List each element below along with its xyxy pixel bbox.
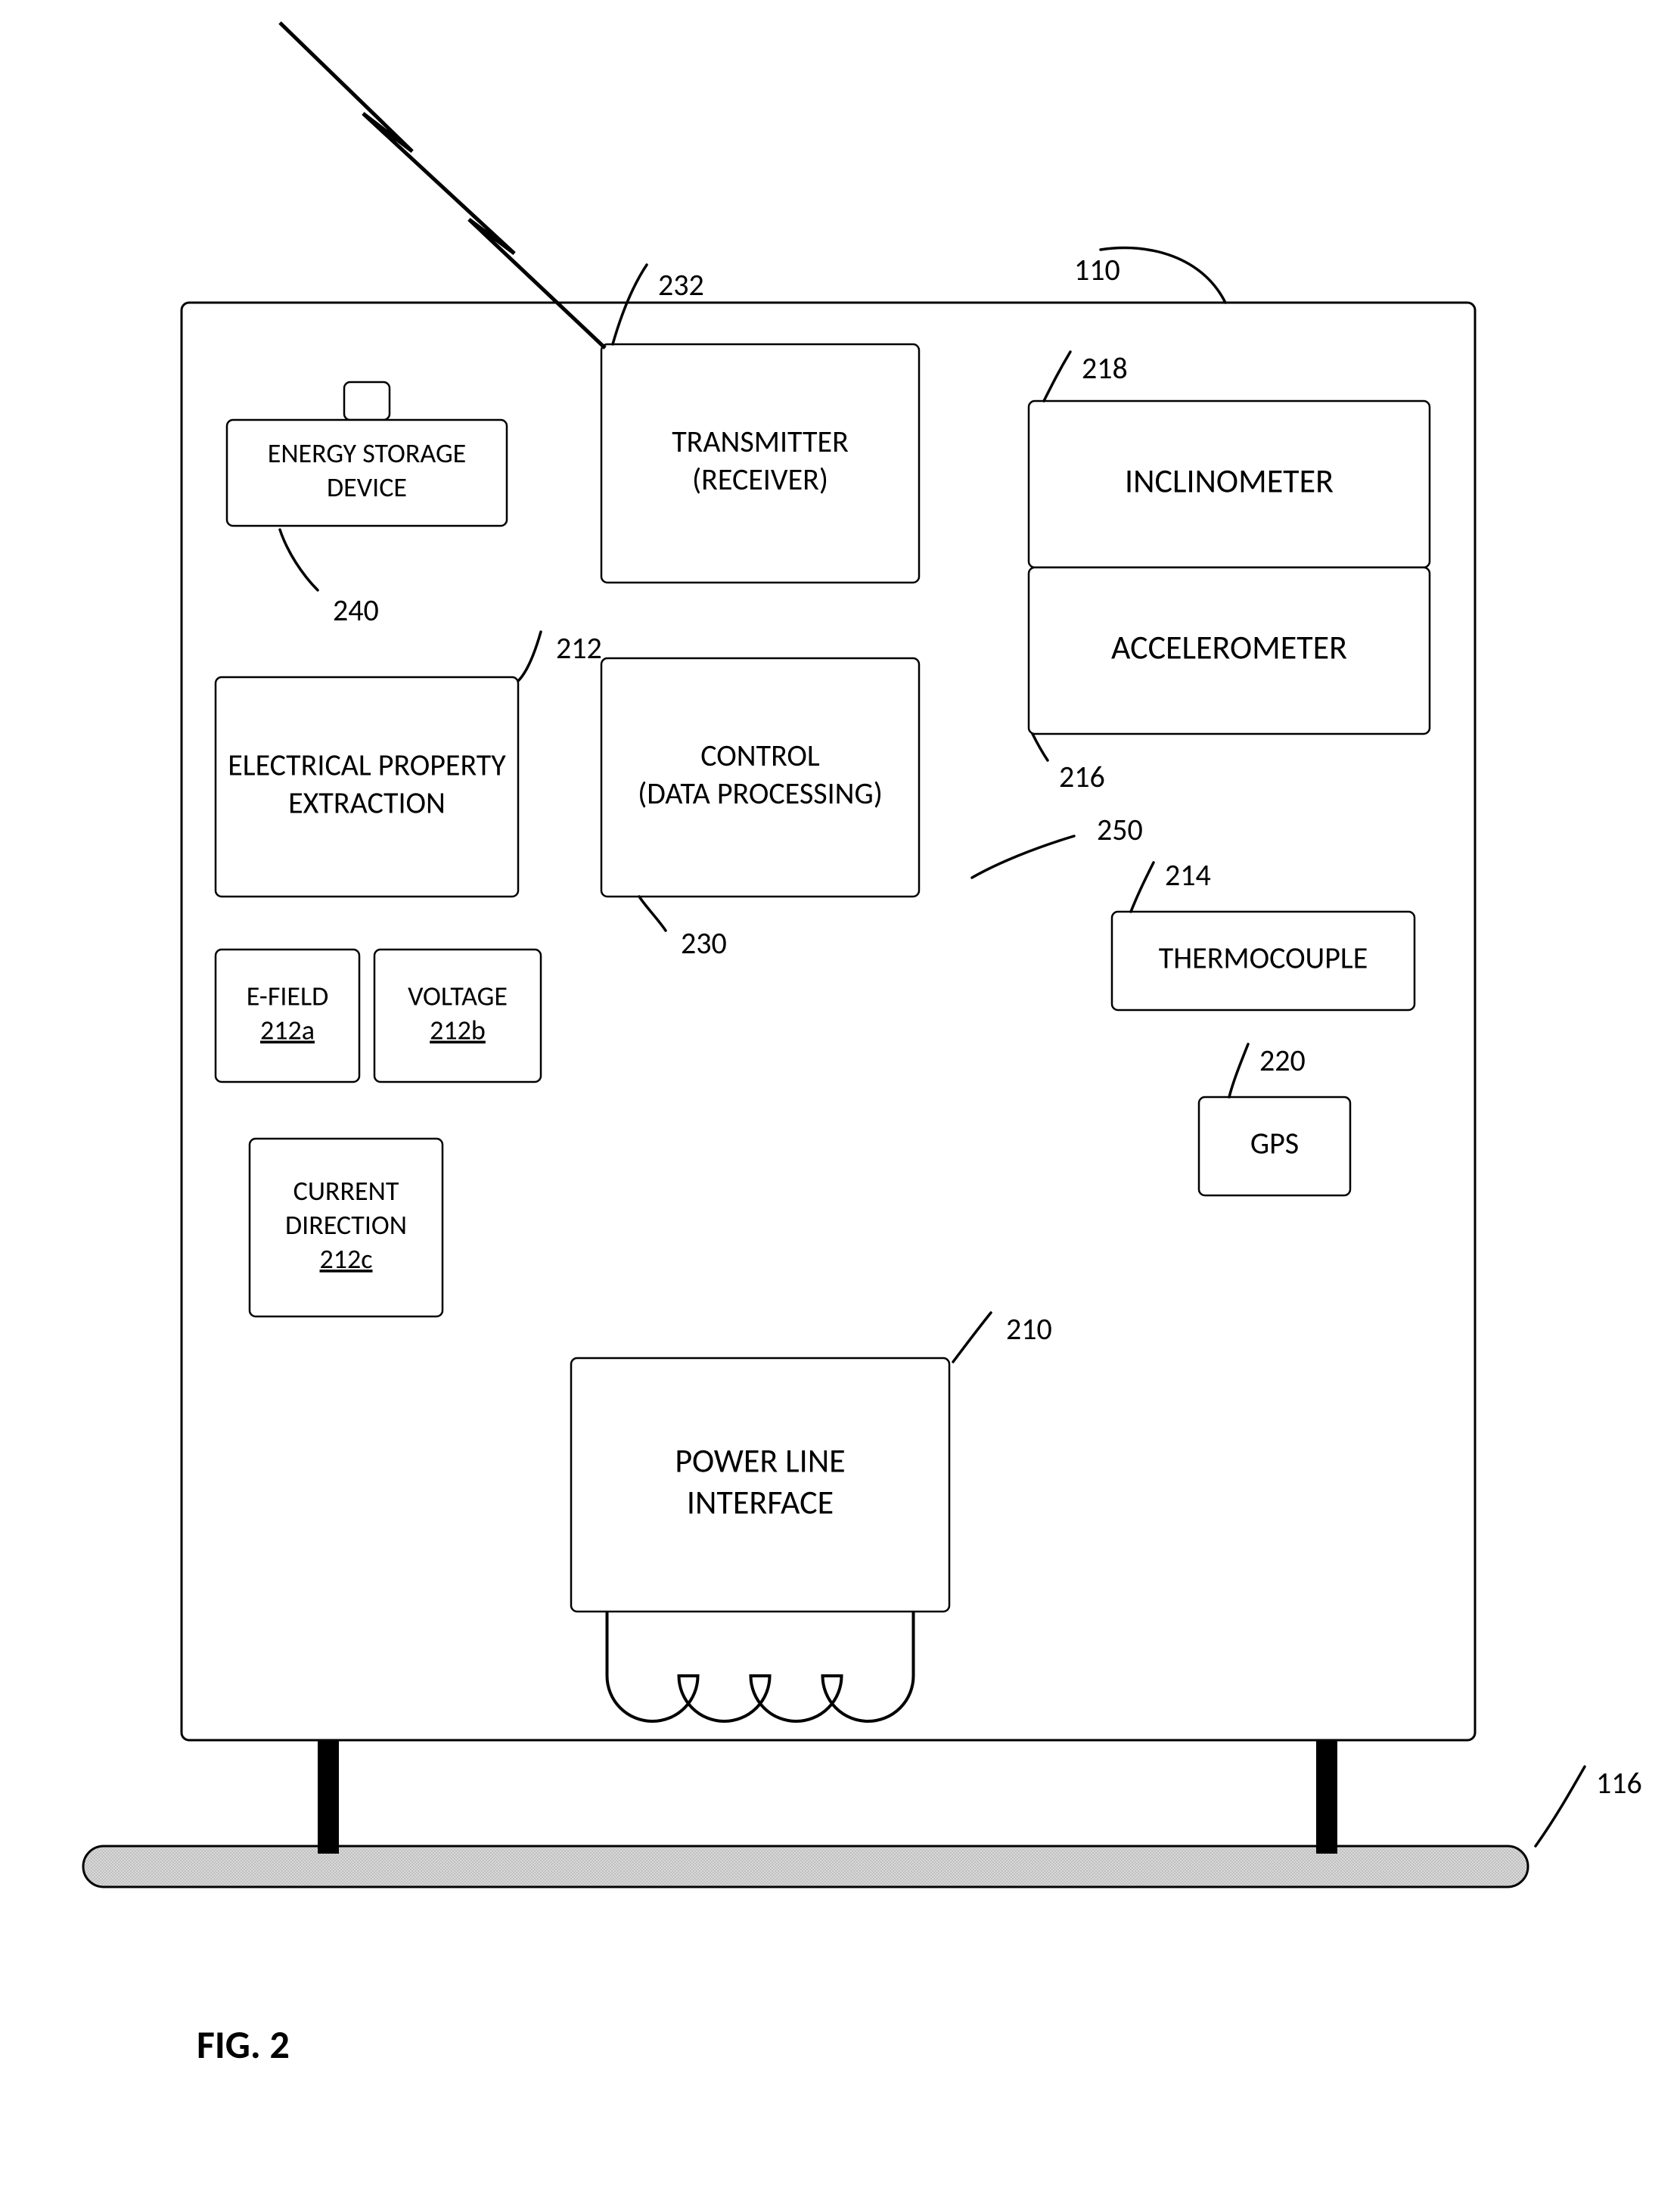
- energy-storage-line2: DEVICE: [327, 471, 407, 504]
- svg-text:232: 232: [658, 266, 704, 303]
- accel-label: ACCELEROMETER: [1111, 627, 1347, 668]
- voltage-line1: VOLTAGE: [408, 980, 508, 1013]
- svg-text:216: 216: [1059, 758, 1105, 795]
- battery-nub: [344, 382, 390, 420]
- curdir-line3: 212c: [320, 1242, 373, 1276]
- control-block: CONTROL (DATA PROCESSING): [601, 658, 919, 897]
- lightning-icon: [280, 23, 605, 348]
- clamp-right: [1316, 1740, 1337, 1854]
- power-line-interface-block: POWER LINE INTERFACE: [571, 1358, 949, 1612]
- svg-text:214: 214: [1165, 856, 1211, 894]
- gps-label: GPS: [1250, 1125, 1299, 1162]
- pli-line2: INTERFACE: [687, 1482, 834, 1523]
- current-direction-block: CURRENT DIRECTION 212c: [250, 1139, 443, 1316]
- gps-block: GPS: [1199, 1097, 1350, 1195]
- accelerometer-block: ACCELEROMETER: [1029, 567, 1430, 734]
- curdir-line1: CURRENT: [293, 1174, 399, 1208]
- svg-text:220: 220: [1259, 1042, 1306, 1079]
- pli-line1: POWER LINE: [675, 1441, 845, 1481]
- control-line1: CONTROL: [700, 737, 820, 774]
- electrical-property-extraction-block: ELECTRICAL PROPERTY EXTRACTION: [216, 677, 518, 897]
- efield-line2: 212a: [260, 1014, 315, 1047]
- svg-text:250: 250: [1097, 811, 1143, 848]
- energy-storage-device-block: ENERGY STORAGE DEVICE: [227, 420, 507, 526]
- efield-block: E-FIELD 212a: [216, 950, 359, 1082]
- svg-text:116: 116: [1596, 1764, 1642, 1801]
- thermo-label: THERMOCOUPLE: [1159, 940, 1368, 977]
- incl-label: INCLINOMETER: [1125, 461, 1334, 502]
- voltage-line2: 212b: [430, 1014, 486, 1047]
- energy-storage-line1: ENERGY STORAGE: [268, 437, 467, 470]
- transmitter-line1: TRANSMITTER: [672, 423, 849, 460]
- thermocouple-block: THERMOCOUPLE: [1112, 912, 1414, 1010]
- epe-line1: ELECTRICAL PROPERTY: [228, 747, 506, 784]
- voltage-block: VOLTAGE 212b: [374, 950, 541, 1082]
- inclinometer-block: INCLINOMETER: [1029, 401, 1430, 567]
- svg-text:210: 210: [1006, 1310, 1052, 1347]
- block-diagram: ENERGY STORAGE DEVICE ELECTRICAL PROPERT…: [0, 0, 1680, 2210]
- svg-text:110: 110: [1074, 251, 1120, 288]
- curdir-line2: DIRECTION: [285, 1208, 407, 1242]
- clamp-left: [318, 1740, 339, 1854]
- cable: [83, 1846, 1528, 1887]
- transmitter-block: TRANSMITTER (RECEIVER): [601, 344, 919, 583]
- figure-caption: FIG. 2: [197, 2020, 290, 2069]
- epe-line2: EXTRACTION: [288, 785, 446, 822]
- svg-text:240: 240: [333, 592, 379, 629]
- control-line2: (DATA PROCESSING): [638, 775, 883, 812]
- svg-text:218: 218: [1082, 350, 1128, 387]
- svg-text:212: 212: [556, 629, 602, 667]
- efield-line1: E-FIELD: [247, 980, 329, 1013]
- transmitter-line2: (RECEIVER): [692, 461, 828, 498]
- svg-text:230: 230: [681, 925, 727, 962]
